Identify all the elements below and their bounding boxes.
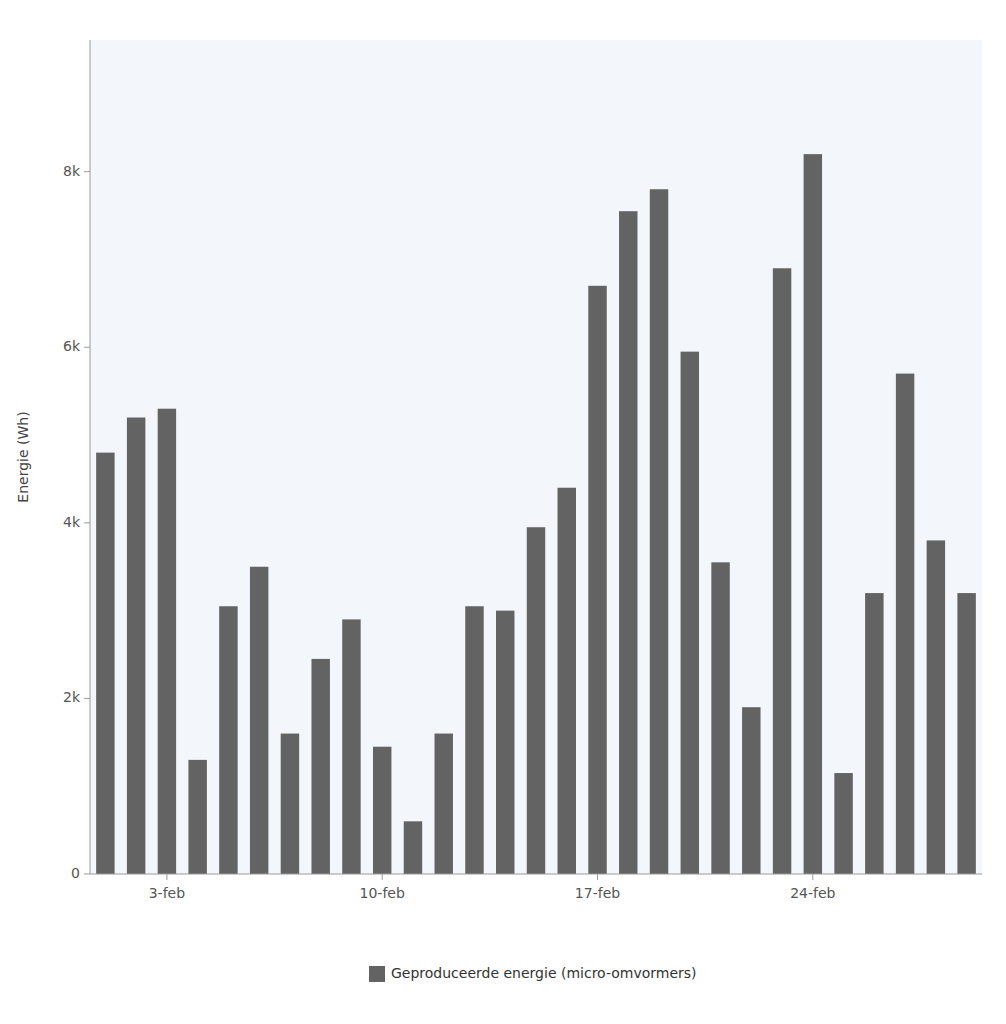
- bar: [434, 734, 452, 874]
- plot-background: [90, 40, 982, 874]
- y-tick-label: 8k: [63, 163, 81, 179]
- bar: [650, 189, 668, 874]
- legend-swatch: [369, 966, 385, 982]
- bar: [127, 417, 145, 874]
- x-tick-label: 24-feb: [790, 885, 835, 901]
- y-axis-label: Energie (Wh): [15, 411, 31, 502]
- bar: [311, 659, 329, 874]
- y-tick-label: 4k: [63, 514, 81, 530]
- x-tick: [812, 874, 813, 880]
- y-tick: [84, 874, 90, 875]
- bar: [96, 453, 114, 874]
- bar: [158, 409, 176, 874]
- bar: [404, 821, 422, 874]
- bar: [773, 268, 791, 874]
- bars: [96, 154, 976, 874]
- bar: [496, 611, 514, 874]
- bar: [742, 707, 760, 874]
- x-tick: [597, 874, 598, 880]
- legend: Geproduceerde energie (micro-omvormers): [369, 965, 697, 982]
- x-tick-label: 17-feb: [575, 885, 620, 901]
- y-axis-line: [90, 40, 91, 874]
- y-tick: [84, 347, 90, 348]
- bar: [681, 352, 699, 874]
- x-axis: 3-feb 10-feb 17-feb 24-feb: [90, 874, 982, 901]
- bar: [250, 567, 268, 874]
- y-tick-label: 2k: [63, 689, 81, 705]
- bar: [219, 606, 237, 874]
- bar: [588, 286, 606, 874]
- x-tick: [166, 874, 167, 880]
- bar: [896, 374, 914, 874]
- x-tick-label: 3-feb: [149, 885, 186, 901]
- legend-label: Geproduceerde energie (micro-omvormers): [391, 965, 697, 981]
- bar: [804, 154, 822, 874]
- y-tick: [84, 171, 90, 172]
- y-tick: [84, 698, 90, 699]
- bar: [711, 562, 729, 874]
- chart: 0 2k 4k 6k 8k Energie (Wh) 3-feb 10-feb 17-feb 24…: [0, 0, 1006, 1024]
- bar: [957, 593, 975, 874]
- bar: [281, 734, 299, 874]
- x-axis-line: [90, 874, 982, 875]
- bar: [619, 211, 637, 874]
- bar: [865, 593, 883, 874]
- y-tick-label: 0: [71, 865, 80, 881]
- bar: [373, 747, 391, 874]
- bar: [527, 527, 545, 874]
- bar: [558, 488, 576, 874]
- y-tick: [84, 522, 90, 523]
- bar: [188, 760, 206, 874]
- bar: [465, 606, 483, 874]
- bar: [342, 619, 360, 874]
- y-tick-label: 6k: [63, 338, 81, 354]
- bar: [834, 773, 852, 874]
- bar: [927, 540, 945, 874]
- x-tick: [382, 874, 383, 880]
- y-axis: 0 2k 4k 6k 8k: [63, 40, 90, 881]
- x-tick-label: 10-feb: [360, 885, 405, 901]
